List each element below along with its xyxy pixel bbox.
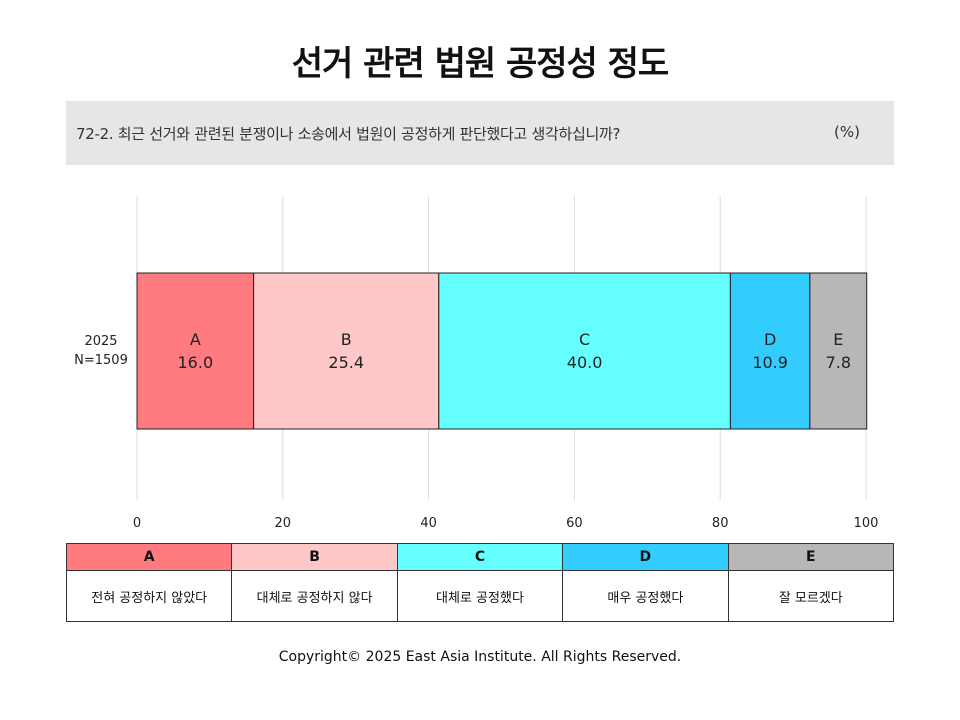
legend-description-row: 전혀 공정하지 않았다 대체로 공정하지 않다 대체로 공정했다 매우 공정했다… [65,570,895,622]
legend-header-row: A B C D E [65,543,895,571]
x-axis-ticks: 0 20 40 60 80 100 [133,516,879,531]
legend-text-d: 매우 공정했다 [562,570,729,622]
bar-value-label-d: 10.9 [752,353,788,372]
bar-value-label-a: 16.0 [178,353,214,372]
copyright-text: Copyright© 2025 East Asia Institute. All… [278,649,682,665]
bar-value-label-e: 7.8 [826,353,851,372]
bar-value-label-b: 25.4 [328,353,364,372]
legend-key-d: D [562,543,729,571]
category-year: 2025 [84,334,118,349]
x-tick-label-60: 60 [566,516,583,531]
bar-name-label-a: A [190,330,201,349]
bar-segment-b [253,272,440,430]
x-tick-label-0: 0 [133,516,141,531]
legend-text-c: 대체로 공정했다 [396,570,564,622]
x-tick-label-100: 100 [854,516,879,531]
legend-key-c: C [396,543,564,571]
legend-key-e: E [727,543,895,571]
x-tick-label-20: 20 [275,516,292,531]
bar-segment-a [136,272,255,430]
question-box: 72-2. 최근 선거와 관련된 분쟁이나 소송에서 법원이 공정하게 판단했다… [66,101,894,165]
bar-name-label-e: E [833,330,843,349]
category-label: 2025 N=1509 [66,332,136,370]
unit-label: (%) [834,123,860,141]
bar-name-label-b: B [341,330,352,349]
legend-key-a: A [65,543,233,571]
stacked-bar-chart: A 16.0 B 25.4 C 40.0 D 10.9 E 7.8 0 20 40 60 80 100 [133,196,879,531]
legend-text-b: 대체로 공정하지 않다 [231,570,398,622]
legend-text-a: 전혀 공정하지 않았다 [65,570,233,622]
bar-name-label-c: C [579,330,590,349]
question-text: 72-2. 최근 선거와 관련된 분쟁이나 소송에서 법원이 공정하게 판단했다… [76,125,621,143]
bar-segment-d [729,272,811,430]
bar-segments: A 16.0 B 25.4 C 40.0 D 10.9 E 7.8 [136,272,868,430]
x-tick-label-40: 40 [420,516,437,531]
chart-title: 선거 관련 법원 공정성 정도 [291,44,669,84]
bar-value-label-c: 40.0 [567,353,603,372]
bar-segment-e [809,272,868,430]
legend-table: A B C D E 전혀 공정하지 않았다 대체로 공정하지 않다 대체로 공정… [65,543,895,622]
bar-name-label-d: D [764,330,776,349]
bar-segment-c [438,272,731,430]
x-tick-label-80: 80 [712,516,729,531]
category-sample-size: N=1509 [74,353,128,368]
legend-text-e: 잘 모르겠다 [727,570,895,622]
legend-key-b: B [231,543,398,571]
